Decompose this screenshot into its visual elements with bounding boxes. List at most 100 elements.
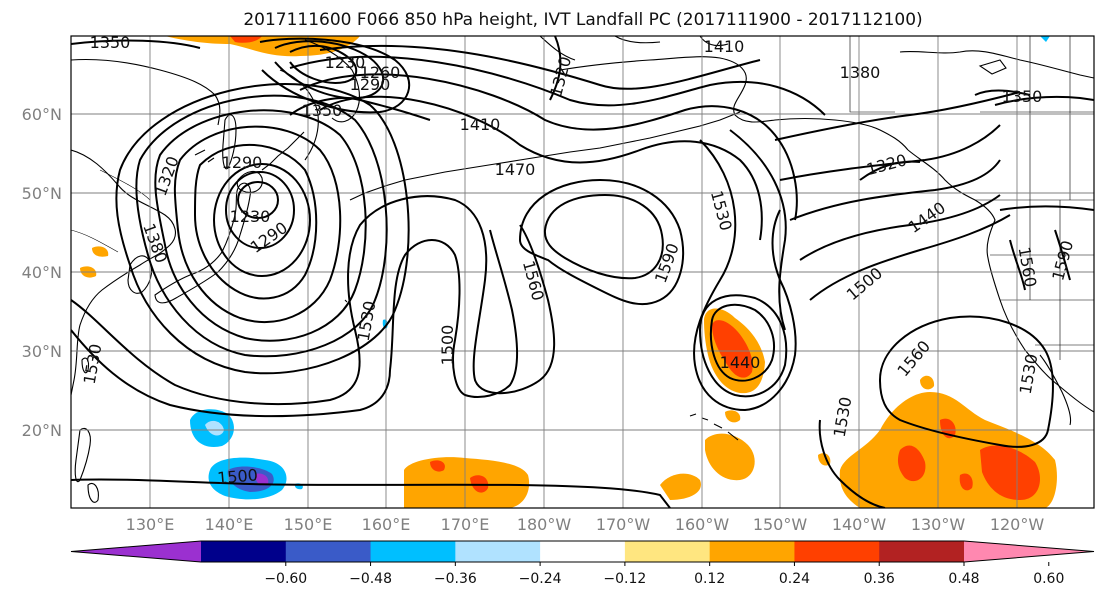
colorbar-segment — [709, 541, 795, 562]
bc-coastline — [907, 149, 1094, 413]
aleutian-islands — [349, 111, 741, 201]
colorbar-segment — [540, 541, 626, 562]
kamchatka-coastline — [304, 39, 361, 123]
colorbar-segment — [455, 541, 541, 562]
height-contour-1320 — [859, 89, 1031, 181]
colorbar-tick-label: 0.60 — [1033, 571, 1064, 587]
height-contour — [213, 163, 311, 277]
ivt-negative-region — [205, 420, 224, 436]
colorbar-outline — [70, 540, 1095, 563]
colorbar-tick-label: −0.48 — [349, 571, 392, 587]
colorbar-tick-label: 0.24 — [779, 571, 810, 587]
ivt-negative-region — [227, 466, 274, 492]
height-contour — [154, 109, 367, 342]
figure-title: 2017111600 F066 850 hPa height, IVT Land… — [243, 10, 922, 30]
height-contour-1530 — [799, 194, 1001, 261]
ivt-positive-core — [230, 36, 262, 43]
height-contour-1320 — [549, 36, 562, 101]
lon-tick-label: 180°W — [517, 515, 572, 534]
colorbar-tick-label: 0.12 — [694, 571, 725, 587]
height-contour-1560 — [518, 178, 684, 306]
height-contour — [115, 83, 410, 375]
height-contour-1500 — [729, 129, 787, 331]
lon-tick-label: 140°E — [205, 515, 254, 534]
contour-label: 1500 — [216, 465, 258, 487]
height-contour-1500 — [71, 229, 518, 418]
asia-coastline — [71, 149, 176, 396]
ivt-positive-core — [430, 460, 445, 472]
colorbar-segment — [794, 541, 880, 562]
contour-label: 1260 — [360, 63, 401, 82]
ivt-shading — [80, 36, 1057, 508]
contour-label: 1290 — [222, 153, 263, 172]
ivt-positive-core — [897, 445, 926, 482]
height-contour — [173, 125, 342, 323]
coastlines — [71, 36, 1094, 503]
height-contour — [193, 144, 318, 300]
lon-tick-label: 150°W — [753, 515, 808, 534]
contour-label: 1230 — [230, 207, 271, 226]
colorbar-extend-high — [964, 541, 1094, 562]
colorbar-segment — [370, 541, 456, 562]
ivt-positive-region — [725, 410, 741, 423]
height-contour-1470 — [698, 294, 788, 398]
lon-tick-label: 170°W — [596, 515, 651, 534]
height-contour-1350 — [289, 97, 431, 121]
arctic-coastline — [978, 59, 1007, 75]
ivt-positive-region — [92, 246, 109, 257]
contour-label: 1350 — [90, 33, 131, 52]
lon-tick-label: 160°E — [362, 515, 411, 534]
height-contour-1410 — [779, 124, 1001, 181]
height-contour-1410 — [289, 55, 826, 116]
latitude-labels: 60°N 50°N 40°N 30°N 20°N — [22, 105, 62, 440]
lat-tick-label: 50°N — [22, 184, 62, 203]
hawaii-islands — [689, 413, 739, 441]
canada-province-borders — [980, 36, 1094, 200]
alaska-coastline — [539, 36, 729, 61]
height-contour-1260 — [274, 40, 385, 100]
ivt-positive-region — [705, 433, 755, 481]
canada-alaska-border — [849, 36, 895, 113]
ivt-positive-region — [920, 375, 935, 390]
ivt-positive-core — [712, 320, 753, 378]
ivt-positive-core — [980, 445, 1040, 500]
colorbar-segment — [285, 541, 372, 562]
map-panel: 1350 1230 1260 1290 1320 1410 1380 1350 … — [70, 33, 1095, 509]
height-contour-1290 — [259, 37, 411, 114]
colorbar-tick-label: −0.36 — [434, 571, 477, 587]
colorbar-segment — [201, 541, 287, 562]
philippines-coastline — [74, 427, 91, 483]
lon-tick-label: 120°W — [990, 515, 1045, 534]
colorbar: −0.60 −0.48 −0.36 −0.24 −0.12 0.12 0.24 0.36 0.4… — [70, 540, 1095, 587]
height-contour-1440 — [299, 73, 798, 221]
ivt-negative-core — [255, 473, 269, 486]
political-borders — [71, 36, 1094, 360]
lon-tick-label: 140°W — [832, 515, 887, 534]
height-contour-1380 — [319, 44, 761, 90]
colorbar-extend-low — [71, 541, 201, 562]
taiwan-coastline — [81, 357, 90, 374]
hokkaido-coastline — [236, 170, 263, 193]
lon-tick-label: 150°E — [284, 515, 333, 534]
baja-coastline — [1039, 354, 1072, 426]
lon-tick-label: 130°W — [911, 515, 966, 534]
height-contour-1590 — [543, 193, 664, 280]
contour-label: 1500 — [438, 325, 457, 366]
contour-label: 1350 — [302, 101, 343, 120]
lat-tick-label: 60°N — [22, 105, 62, 124]
height-contour — [1009, 229, 1071, 291]
contour-label: 1230 — [325, 53, 366, 72]
alaska-coastline — [559, 56, 909, 151]
ivt-positive-region — [404, 457, 530, 508]
height-contour-1440 — [709, 303, 775, 382]
height-contour-1350 — [994, 95, 1094, 106]
graticule — [71, 36, 1094, 508]
height-contour-1380 — [774, 91, 1021, 141]
height-contour-1230 — [289, 44, 358, 84]
arctic-coastline — [899, 50, 1094, 79]
colorbar-segment — [879, 541, 965, 562]
lat-tick-label: 40°N — [22, 263, 62, 282]
height-contour-1560 — [878, 315, 1054, 448]
